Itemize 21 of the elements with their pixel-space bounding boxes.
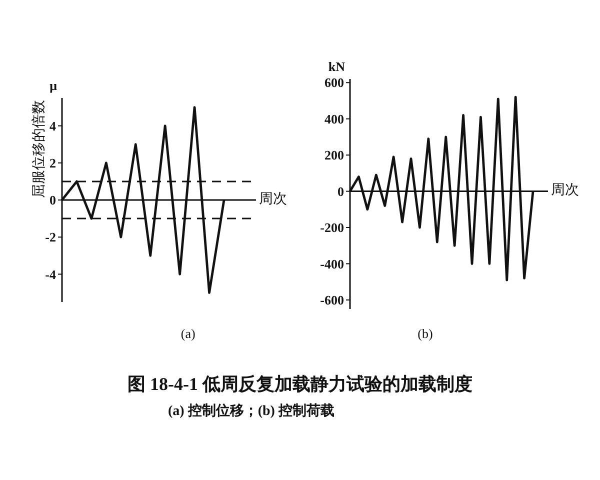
y-tick-label: -400 [320, 256, 344, 272]
y-tick-label: -200 [320, 220, 344, 236]
y-tick-label: 200 [324, 148, 344, 163]
y-tick-label: -600 [320, 292, 344, 308]
text: 图 18-4-1 低周反复加载静力试验的加载制度 [128, 374, 472, 394]
y-axis-title: kN [328, 59, 345, 74]
y-tick-label: 0 [338, 184, 344, 199]
y-tick-label: -4 [45, 266, 56, 282]
y-axis-title: 屈服位移的倍数 [32, 100, 47, 198]
y-tick-label: 2 [50, 156, 56, 171]
text: μ [50, 78, 57, 93]
y-tick-label: 0 [50, 192, 56, 208]
x-axis-title: 周次 [551, 183, 579, 198]
y-tick-label: 400 [324, 111, 344, 126]
text: (b) [418, 326, 433, 341]
y-tick-label: -2 [45, 230, 56, 245]
y-tick-label: 4 [50, 118, 56, 134]
x-axis-title: 周次 [259, 192, 287, 207]
y-tick-label: 600 [324, 75, 344, 90]
text: (a) [180, 326, 196, 341]
text: (a) 控制位移；(b) 控制荷载 [168, 404, 334, 419]
